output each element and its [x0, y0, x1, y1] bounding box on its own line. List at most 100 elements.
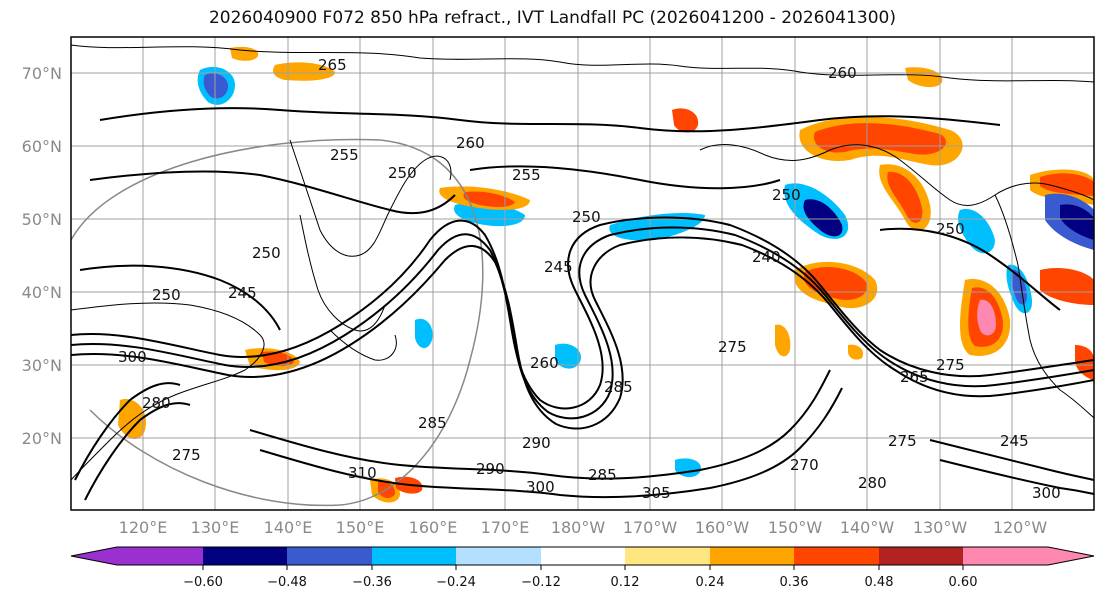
contour-label: 245 [228, 284, 257, 302]
contour-sw-2 [84, 402, 191, 501]
contour-label: 285 [604, 378, 633, 396]
shade-gulf-alaska-red [814, 123, 946, 155]
colorbar-tick-label: −0.24 [436, 575, 476, 590]
colorbar-tick-label: −0.12 [521, 575, 561, 590]
contour-label: 240 [752, 248, 781, 266]
contour-north-1 [99, 107, 1001, 133]
contour-label: 270 [790, 456, 819, 474]
contour-north-2 [89, 170, 456, 215]
shade-japan-blue [415, 318, 433, 349]
contour-label: 265 [318, 56, 347, 74]
coast-alaska [699, 144, 1095, 206]
contour-jet-3 [70, 236, 1095, 430]
colorbar-swatch [541, 547, 625, 565]
contour-trop-2 [939, 459, 1095, 495]
colorbar-tick-label: 0.60 [949, 575, 978, 590]
colorbar: −0.60 −0.48 −0.36 −0.24 −0.12 0.12 0.24 … [70, 546, 1095, 590]
colorbar-swatch [963, 547, 1094, 565]
coast-japan-honshu [329, 329, 397, 361]
contour-label: 285 [418, 414, 447, 432]
contour-north-3 [469, 165, 781, 190]
lon-label: 120°W [993, 518, 1048, 537]
shade-arctic-orange3 [905, 67, 943, 88]
lon-label: 160°W [695, 518, 750, 537]
colorbar-ticks [202, 565, 964, 570]
shade-arctic-orange [273, 62, 335, 81]
colorbar-tick-label: −0.36 [352, 575, 392, 590]
lat-label: 30°N [22, 356, 62, 375]
contour-label: 285 [588, 466, 617, 484]
contour-east-1 [879, 227, 1061, 311]
contour-subtrop-2 [259, 387, 843, 499]
contour-label: 245 [1000, 432, 1029, 450]
latitude-labels: 70°N 60°N 50°N 40°N 30°N 20°N [22, 64, 62, 448]
contour-west-1 [79, 264, 281, 331]
colorbar-swatch [372, 547, 456, 565]
contour-label: 250 [388, 164, 417, 182]
contour-label: 275 [888, 432, 917, 450]
contour-label: 290 [522, 434, 551, 452]
lon-label: 140°E [264, 518, 313, 537]
page-title: 2026040900 F072 850 hPa refract., IVT La… [208, 8, 896, 28]
longitude-labels: 120°E 130°E 140°E 150°E 160°E 170°E 180°… [119, 518, 1048, 537]
shade-california-pink [977, 299, 996, 336]
coast-korea-china [70, 302, 265, 481]
contour-label: 300 [1032, 484, 1061, 502]
lon-label: 150°E [336, 518, 385, 537]
lat-label: 70°N [22, 64, 62, 83]
lat-label: 20°N [22, 429, 62, 448]
shade-baja-red [1040, 268, 1094, 305]
colorbar-tick-label: 0.48 [865, 575, 894, 590]
contour-label: 260 [456, 134, 485, 152]
shade-arctic-red [672, 108, 699, 133]
coast-sakhalin-japan [299, 214, 386, 332]
map-frame [70, 36, 1095, 511]
map-panel[interactable] [71, 37, 1094, 510]
lon-label: 140°W [840, 518, 895, 537]
lon-label: 170°E [481, 518, 530, 537]
coastlines [70, 44, 1095, 481]
coast-arctic-siberia [70, 44, 1095, 83]
contour-label: 260 [530, 354, 559, 372]
lat-label: 60°N [22, 137, 62, 156]
contour-lines [70, 107, 1095, 501]
shade-bc-navy [1060, 204, 1094, 240]
contour-label: 305 [642, 484, 671, 502]
contour-label: 275 [718, 338, 747, 356]
contour-label: 250 [152, 286, 181, 304]
coast-okhotsk-kamchatka [289, 139, 452, 257]
coast-bc-west-us [994, 194, 1095, 419]
lon-label: 120°E [119, 518, 168, 537]
contour-label: 275 [172, 446, 201, 464]
lon-label: 150°W [768, 518, 823, 537]
shade-okhotsk-red [463, 191, 515, 207]
contour-label: 250 [572, 208, 601, 226]
contour-sw-1 [74, 382, 181, 481]
contour-label: 250 [252, 244, 281, 262]
colorbar-swatch [203, 547, 287, 565]
colorbar-swatch [456, 547, 541, 565]
contour-label: 260 [828, 64, 857, 82]
shade-midlat-orange [775, 324, 791, 357]
lon-label: 160°E [409, 518, 458, 537]
contour-trop-1 [929, 439, 1095, 481]
contour-jet-1 [70, 216, 1095, 410]
contour-label: 290 [476, 460, 505, 478]
contour-label: 300 [118, 348, 147, 366]
colorbar-swatch [710, 547, 794, 565]
colorbar-tick-label: 0.36 [780, 575, 809, 590]
colorbar-tick-label: 0.12 [611, 575, 640, 590]
colorbar-swatch [625, 547, 710, 565]
shade-midlat-orange2 [848, 344, 864, 360]
contour-label: 255 [330, 146, 359, 164]
contour-label: 250 [936, 220, 965, 238]
lon-label: 180°W [551, 518, 606, 537]
contour-label-layer: 265 260 255 250 245 250 255 260 250 245 … [118, 56, 1061, 502]
shade-alaska-coast-red [887, 171, 923, 223]
shade-bering-navy [803, 199, 843, 237]
shade-midpac-blue [555, 343, 581, 369]
colorbar-swatch [287, 547, 372, 565]
contour-subtrop-1 [249, 369, 831, 480]
shade-siberia-navy [203, 73, 228, 99]
